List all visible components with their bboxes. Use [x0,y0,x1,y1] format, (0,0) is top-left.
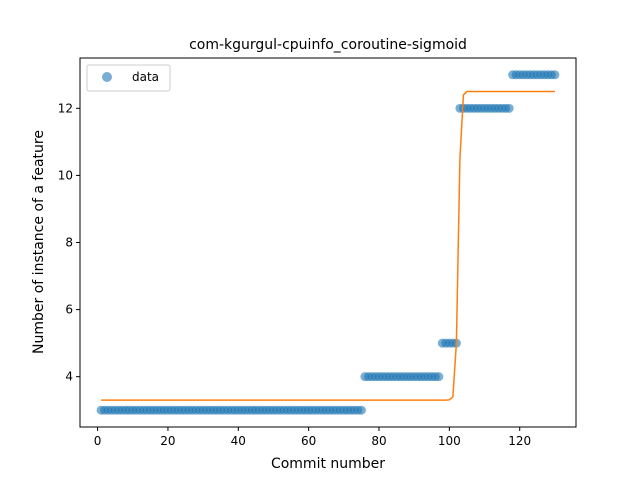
chart-title: com-kgurgul-cpuinfo_coroutine-sigmoid [189,37,467,53]
legend: data [86,64,171,92]
y-axis-label: Number of instance of a feature [31,130,47,354]
legend-box [86,64,171,92]
y-tick-label: 10 [58,168,73,182]
data-point [356,405,366,415]
plot-frame [79,57,577,428]
data-point [504,103,514,113]
y-tick-label: 12 [58,101,73,115]
x-tick-label: 100 [438,434,461,448]
axis-ticks: 0 20 40 60 80 100 120 4 6 8 10 12 [58,101,531,448]
legend-data-marker [102,72,112,82]
data-point [434,372,444,382]
y-tick-label: 6 [65,303,73,317]
x-tick-label: 80 [371,434,386,448]
legend-data-label: data [132,70,159,84]
x-axis-label: Commit number [271,456,385,472]
x-tick-label: 60 [301,434,316,448]
x-tick-label: 40 [231,434,246,448]
sigmoid-fit-line [101,90,555,401]
y-tick-label: 4 [65,370,73,384]
x-tick-label: 20 [160,434,175,448]
x-tick-label: 120 [508,434,531,448]
plot-marks [96,70,560,415]
data-point [550,70,560,80]
x-tick-label: 0 [94,434,102,448]
y-tick-label: 8 [65,236,73,250]
